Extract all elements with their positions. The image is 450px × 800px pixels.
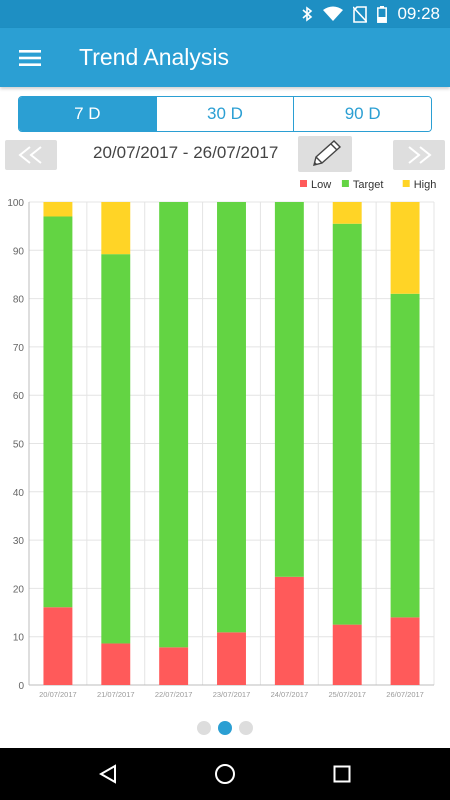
bar-low-3: [159, 647, 189, 685]
y-tick-label: 30: [13, 536, 25, 547]
wifi-icon: [323, 6, 344, 22]
legend-swatch-low: [300, 180, 307, 187]
x-tick-label: 24/07/2017: [271, 690, 309, 699]
bar-target-2: [101, 254, 131, 644]
page-indicator: [0, 721, 450, 735]
hamburger-icon: [19, 49, 41, 66]
bar-low-5: [274, 576, 304, 685]
recents-square-icon: [333, 765, 351, 783]
date-range-label: 20/07/2017 - 26/07/2017: [93, 143, 279, 162]
previous-period-button[interactable]: [5, 140, 57, 170]
x-tick-label: 25/07/2017: [328, 690, 366, 699]
status-bar: 09:28: [0, 0, 450, 28]
y-tick-label: 80: [13, 295, 25, 306]
legend-swatch-high: [402, 180, 410, 187]
home-button[interactable]: [195, 748, 255, 800]
bar-low-2: [101, 643, 131, 685]
rewind-icon: [18, 146, 42, 164]
x-tick-label: 21/07/2017: [97, 690, 135, 699]
tab-30-days[interactable]: 30 D: [156, 97, 295, 131]
y-tick-label: 60: [13, 391, 25, 402]
back-button[interactable]: [78, 748, 138, 800]
status-time: 09:28: [397, 4, 440, 23]
bar-target-6: [332, 223, 362, 625]
system-navigation-bar: [0, 748, 450, 800]
tab-7-days[interactable]: 7 D: [19, 97, 157, 131]
bar-target-4: [217, 202, 246, 633]
bluetooth-icon: [301, 6, 313, 22]
bar-target-1: [43, 216, 73, 608]
y-tick-label: 20: [13, 584, 25, 595]
back-triangle-icon: [99, 764, 117, 784]
bar-target-3: [159, 202, 189, 648]
pencil-icon: [313, 140, 342, 166]
legend-label-low: Low: [311, 179, 331, 191]
x-tick-label: 26/07/2017: [386, 690, 424, 699]
next-period-button[interactable]: [393, 140, 445, 170]
y-tick-label: 50: [13, 440, 25, 451]
app-bar: Trend Analysis: [0, 28, 450, 87]
y-tick-label: 90: [13, 246, 25, 257]
home-circle-icon: [214, 764, 235, 784]
edit-date-range-button[interactable]: [298, 136, 352, 172]
bar-low-1: [43, 607, 73, 685]
x-tick-label: 20/07/2017: [39, 690, 77, 699]
fast-forward-icon: [408, 146, 432, 164]
page-dot-2[interactable]: [218, 721, 232, 735]
recents-button[interactable]: [312, 748, 372, 800]
tab-90-days[interactable]: 90 D: [294, 97, 431, 131]
battery-icon: [377, 5, 388, 23]
bar-high-6: [332, 202, 362, 224]
bar-target-7: [390, 293, 420, 618]
y-tick-label: 40: [13, 488, 25, 499]
legend-swatch-target: [341, 180, 349, 187]
bar-high-1: [43, 202, 73, 217]
y-tick-label: 70: [13, 343, 25, 354]
y-tick-label: 0: [18, 681, 24, 692]
trend-stacked-bar-chart: 0 10 20 30 40 50 60 70 80 90 100 20/07/2017 21/07/20…: [7, 179, 437, 699]
legend-label-target: Target: [353, 179, 384, 191]
y-tick-label: 10: [13, 633, 25, 644]
x-tick-label: 23/07/2017: [213, 690, 251, 699]
bar-target-5: [274, 202, 304, 577]
bar-low-6: [332, 624, 362, 685]
page-dot-1[interactable]: [197, 721, 211, 735]
y-tick-label: 100: [7, 198, 24, 209]
page-title: Trend Analysis: [79, 44, 229, 70]
page-dot-3[interactable]: [239, 721, 253, 735]
bar-low-7: [390, 617, 420, 685]
period-segmented-control: 7 D 30 D 90 D: [18, 96, 432, 132]
bar-high-2: [101, 202, 131, 255]
x-tick-label: 22/07/2017: [155, 690, 193, 699]
no-sim-icon: [353, 5, 368, 23]
bar-high-7: [390, 202, 420, 294]
menu-button[interactable]: [0, 28, 60, 87]
legend-label-high: High: [414, 179, 437, 191]
bar-low-4: [217, 632, 246, 685]
